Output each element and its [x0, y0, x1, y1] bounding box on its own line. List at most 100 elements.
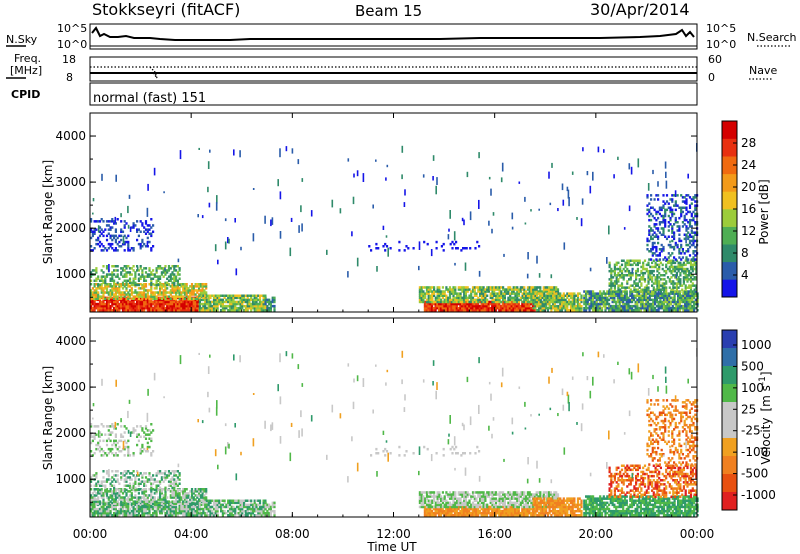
power-cell	[463, 296, 466, 300]
velocity-cell	[157, 507, 160, 511]
power-cell	[521, 286, 524, 289]
power-cell	[526, 304, 529, 308]
power-cell	[517, 302, 520, 306]
power-cell	[137, 302, 140, 306]
power-cell	[588, 292, 591, 295]
power-cell	[678, 239, 681, 243]
power-cell	[650, 206, 653, 209]
power-cell	[137, 234, 140, 238]
power-cell	[528, 309, 531, 312]
power-cell	[146, 240, 149, 244]
power-cell	[118, 304, 121, 308]
power-cell	[667, 221, 670, 224]
power-cell	[157, 300, 160, 304]
power-cell	[546, 306, 549, 310]
power-cell	[248, 300, 251, 304]
power-cell	[118, 291, 121, 294]
power-cell	[684, 269, 687, 273]
power-cell	[662, 200, 665, 203]
power-cell	[202, 309, 205, 312]
velocity-cell	[159, 507, 162, 511]
velocity-cell	[155, 514, 158, 517]
power-cell	[677, 261, 680, 265]
power-cell	[438, 294, 441, 297]
power-cell	[651, 254, 654, 257]
power-cell	[120, 300, 123, 304]
power-cell	[535, 290, 538, 293]
power-cell	[668, 261, 671, 265]
power-cell	[689, 304, 692, 308]
power-cell	[176, 287, 179, 290]
power-cell	[530, 292, 533, 295]
power-cell	[688, 206, 692, 209]
power-cell	[641, 302, 644, 306]
power-cell	[214, 304, 217, 308]
velocity-cell	[107, 509, 110, 513]
power-cell	[438, 290, 441, 293]
power-cell	[175, 300, 178, 304]
power-streak	[356, 257, 359, 267]
velocity-cell	[150, 486, 153, 490]
power-cell	[456, 300, 459, 304]
power-cell	[681, 200, 684, 203]
power-cell	[479, 298, 482, 302]
velocity-cell	[175, 492, 178, 495]
power-cell	[205, 298, 208, 302]
power-cell	[111, 300, 114, 304]
power-cell	[473, 309, 476, 312]
power-cell	[192, 289, 195, 292]
power-cell	[666, 261, 670, 265]
power-cell	[137, 287, 140, 290]
power-cell	[694, 306, 697, 310]
power-cell	[209, 306, 212, 310]
power-cell	[431, 286, 434, 289]
velocity-cell	[102, 509, 105, 513]
power-cell	[685, 227, 688, 230]
power-cell	[678, 306, 681, 310]
velocity-cell	[111, 484, 114, 487]
power-cell	[234, 300, 237, 304]
power-cell	[139, 247, 142, 250]
velocity-cell	[196, 490, 199, 493]
power-cell	[258, 296, 262, 300]
velocity-cell	[143, 494, 146, 497]
power-cell	[562, 302, 565, 306]
velocity-cell	[98, 511, 102, 515]
power-cell	[675, 286, 678, 289]
power-cell	[209, 309, 212, 312]
power-cell	[679, 261, 682, 265]
power-cell	[553, 296, 556, 300]
power-cell	[548, 286, 551, 289]
power-cell	[90, 249, 93, 252]
power-cell	[521, 294, 524, 297]
power-cell	[244, 298, 247, 302]
power-cell	[113, 300, 116, 304]
power-cell	[536, 296, 539, 300]
velocity-cell	[162, 480, 165, 483]
velocity-cell	[183, 498, 186, 501]
power-cell	[130, 302, 133, 306]
power-cell	[590, 300, 593, 304]
velocity-cell	[159, 501, 162, 505]
velocity-cell	[150, 490, 153, 493]
power-cell	[452, 292, 455, 295]
power-cell	[694, 290, 697, 293]
velocity-cell	[100, 511, 103, 515]
power-streak	[386, 164, 389, 168]
power-cell	[638, 300, 641, 304]
power-cell	[615, 294, 618, 297]
power-cell	[537, 306, 541, 310]
power-cell	[113, 281, 116, 285]
power-cell	[555, 309, 558, 312]
power-cell	[493, 290, 496, 293]
power-cell	[593, 309, 596, 312]
power-cell	[173, 297, 176, 300]
power-cell	[684, 294, 687, 297]
velocity-cell	[148, 507, 151, 511]
power-cell	[622, 306, 625, 310]
power-cell	[164, 289, 167, 292]
power-cell	[620, 259, 624, 262]
power-cell	[583, 306, 586, 310]
power-cell	[502, 296, 505, 300]
velocity-cell	[107, 511, 110, 515]
